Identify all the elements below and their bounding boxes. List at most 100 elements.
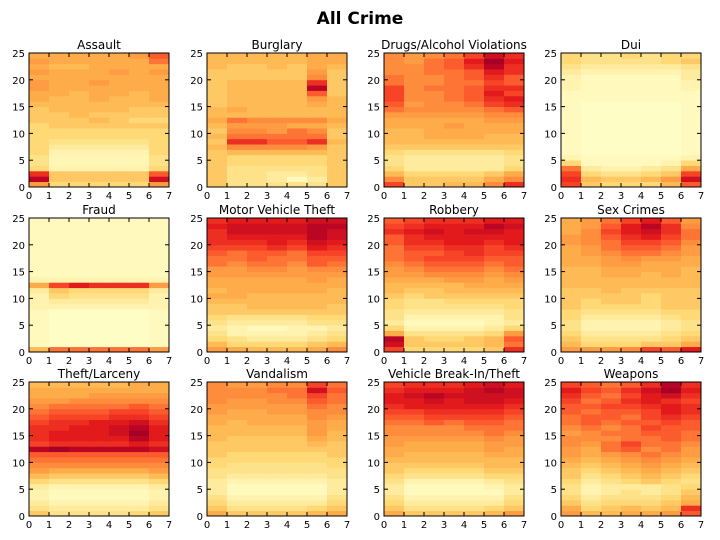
- y-tick-label: 0: [374, 183, 380, 194]
- heatmap-cell: [621, 53, 642, 59]
- heatmap-cell: [49, 451, 70, 458]
- heatmap-cell: [89, 414, 110, 420]
- heatmap-cell: [404, 408, 425, 415]
- heatmap-cell: [227, 266, 248, 272]
- heatmap-cell: [444, 101, 465, 107]
- heatmap-cell: [287, 392, 308, 399]
- heatmap-cell: [444, 478, 465, 485]
- heatmap-cell: [424, 414, 445, 420]
- heatmap-cell: [581, 74, 602, 81]
- heatmap-cell: [504, 165, 525, 172]
- heatmap-cell: [484, 144, 505, 150]
- heatmap-cell: [621, 403, 642, 410]
- heatmap-cell: [207, 424, 228, 431]
- heatmap-cell: [267, 303, 288, 310]
- heatmap-cell: [307, 510, 328, 517]
- heatmap-cell: [307, 128, 328, 134]
- heatmap-cell: [89, 79, 110, 86]
- heatmap-cell: [267, 398, 288, 404]
- x-tick-label: 5: [304, 191, 310, 202]
- heatmap-cell: [621, 325, 642, 331]
- heatmap-cell: [444, 499, 465, 506]
- heatmap-cell: [207, 176, 228, 183]
- heatmap-cell: [601, 287, 622, 294]
- heatmap-cell: [681, 85, 702, 91]
- heatmap-cell: [149, 276, 170, 283]
- heatmap-cell: [661, 293, 682, 299]
- heatmap-cell: [29, 314, 50, 321]
- heatmap-cell: [327, 462, 348, 469]
- heatmap-cell: [601, 101, 622, 107]
- heatmap-cell: [464, 446, 485, 453]
- heatmap-cell: [49, 244, 70, 251]
- heatmap-cell: [247, 266, 268, 272]
- heatmap-cell: [307, 85, 328, 91]
- heatmap-cell: [681, 255, 702, 262]
- heatmap-cell: [661, 149, 682, 156]
- heatmap-cell: [661, 154, 682, 161]
- x-tick-label: 0: [204, 191, 210, 202]
- heatmap-cell: [561, 149, 582, 156]
- heatmap-cell: [504, 69, 525, 75]
- heatmap-cell: [307, 122, 328, 129]
- heatmap-cell: [69, 309, 90, 315]
- heatmap-cell: [621, 483, 642, 490]
- heatmap-cell: [561, 79, 582, 86]
- heatmap-cell: [129, 494, 150, 501]
- heatmap-cell: [89, 446, 110, 453]
- heatmap-cell: [89, 457, 110, 463]
- heatmap-cell: [109, 218, 130, 224]
- heatmap-cell: [227, 483, 248, 490]
- heatmap-cell: [149, 398, 170, 404]
- heatmap-cell: [69, 90, 90, 97]
- heatmap-cell: [207, 483, 228, 490]
- heatmap-cell: [69, 398, 90, 404]
- x-tick-label: 4: [461, 520, 467, 531]
- heatmap-cell: [641, 106, 662, 113]
- heatmap-cell: [601, 403, 622, 410]
- heatmap-cell: [287, 53, 308, 59]
- heatmap-cell: [504, 325, 525, 331]
- heatmap-cell: [227, 282, 248, 289]
- heatmap-cell: [89, 117, 110, 124]
- heatmap-cell: [207, 510, 228, 517]
- heatmap-cell: [149, 250, 170, 256]
- heatmap-cell: [384, 489, 405, 495]
- heatmap-cell: [49, 228, 70, 235]
- heatmap-cell: [621, 117, 642, 124]
- heatmap-cell: [307, 176, 328, 183]
- heatmap-cell: [424, 138, 445, 145]
- heatmap-cell: [424, 101, 445, 107]
- heatmap-cell: [484, 95, 505, 102]
- heatmap-cell: [504, 95, 525, 102]
- heatmap-cell: [307, 63, 328, 70]
- heatmap-cell: [484, 335, 505, 342]
- heatmap-cell: [404, 128, 425, 134]
- heatmap-cell: [681, 244, 702, 251]
- heatmap-cell: [681, 138, 702, 145]
- heatmap-cell: [404, 160, 425, 166]
- heatmap-cell: [621, 74, 642, 81]
- heatmap-cell: [404, 234, 425, 240]
- plot-frame: [28, 217, 170, 353]
- heatmap-cell: [89, 176, 110, 183]
- heatmap-cell: [601, 250, 622, 256]
- heatmap-cell: [444, 483, 465, 490]
- heatmap-cell: [207, 408, 228, 415]
- heatmap-cell: [504, 293, 525, 299]
- heatmap-cell: [424, 239, 445, 246]
- heatmap-cell: [561, 218, 582, 224]
- heatmap-cell: [621, 170, 642, 177]
- heatmap-cell: [129, 111, 150, 118]
- heatmap-cell: [29, 69, 50, 75]
- heatmap-cell: [621, 244, 642, 251]
- y-tick-label: 20: [544, 405, 557, 416]
- heatmap-cell: [464, 255, 485, 262]
- heatmap-cell: [247, 63, 268, 70]
- heatmap-cell: [69, 462, 90, 469]
- heatmap-cell: [404, 266, 425, 272]
- heatmap-cell: [49, 170, 70, 177]
- heatmap-cell: [69, 260, 90, 267]
- heatmap-cell: [661, 414, 682, 420]
